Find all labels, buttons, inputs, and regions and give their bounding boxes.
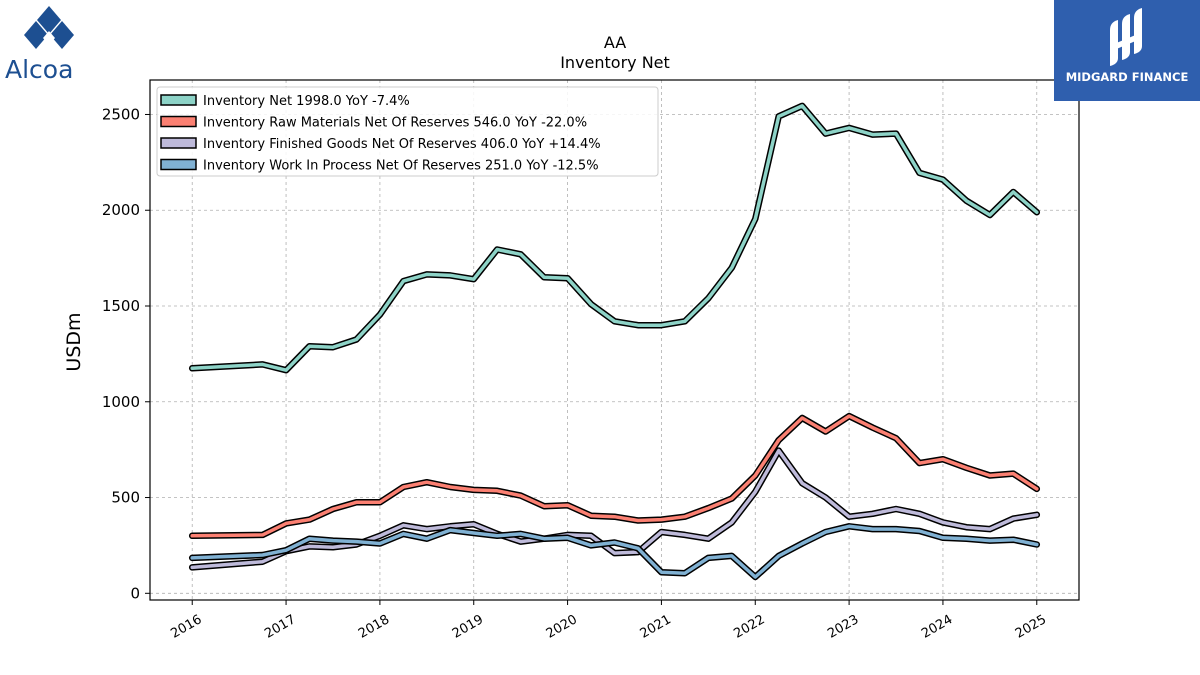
series-line — [190, 524, 1039, 579]
y-tick-label: 2000 — [102, 201, 140, 219]
series-layer — [188, 102, 1041, 581]
legend-box — [156, 86, 659, 177]
x-tick-label: 2020 — [544, 612, 580, 642]
series-line — [190, 414, 1039, 538]
y-axis-label: USDm — [63, 312, 85, 371]
x-tick-label: 2025 — [1013, 612, 1049, 642]
legend-entry: Inventory Net 1998.0 YoY -7.4% — [203, 94, 410, 109]
x-tick-label: 2022 — [731, 612, 767, 642]
legend-swatch — [160, 137, 197, 149]
alcoa-logo-text: Alcoa — [5, 55, 74, 84]
legend-entry: Inventory Raw Materials Net Of Reserves … — [203, 116, 587, 131]
midgard-logo-icon — [1110, 8, 1142, 66]
y-tick-label: 2500 — [102, 105, 140, 123]
alcoa-logo-icon — [24, 6, 74, 49]
series-line-outline — [188, 447, 1041, 571]
y-tick-label: 0 — [130, 584, 140, 602]
y-tick-label: 1500 — [102, 297, 140, 315]
series-3 — [188, 523, 1041, 581]
midgard-finance-logo: MIDGARD FINANCE — [1054, 0, 1200, 101]
series-line — [190, 104, 1039, 372]
series-1 — [188, 412, 1041, 540]
legend-entry: Inventory Finished Goods Net Of Reserves… — [203, 137, 601, 152]
legend: Inventory Net 1998.0 YoY -7.4% Inventory … — [156, 86, 659, 177]
legend-entry: Inventory Work In Process Net Of Reserve… — [203, 159, 599, 174]
alcoa-logo: Alcoa — [2, 4, 98, 84]
x-tick-label: 2023 — [825, 612, 861, 642]
chart-title: AA — [604, 33, 626, 52]
series-2 — [188, 447, 1041, 571]
x-tick-label: 2019 — [450, 612, 486, 642]
legend-swatch — [160, 115, 197, 128]
x-tick-label: 2017 — [262, 612, 298, 642]
midgard-logo-text: MIDGARD FINANCE — [1065, 70, 1189, 84]
legend-swatch — [160, 94, 197, 106]
x-tick-label: 2021 — [638, 612, 674, 642]
y-tick-label: 500 — [111, 489, 140, 507]
series-0 — [188, 102, 1041, 374]
x-tick-label: 2018 — [356, 612, 392, 642]
x-axis-ticks: 2016 2017 2018 2019 2020 2021 2022 2023 2024 2025 — [168, 600, 1049, 642]
x-tick-label: 2024 — [919, 612, 955, 642]
y-tick-label: 1000 — [102, 393, 140, 411]
x-tick-label: 2016 — [168, 612, 204, 642]
plot-frame — [149, 79, 1080, 601]
legend-swatch — [160, 158, 197, 171]
chart-subtitle: Inventory Net — [560, 53, 670, 72]
y-axis-ticks: 0 500 1000 1500 2000 2500 — [102, 105, 150, 602]
